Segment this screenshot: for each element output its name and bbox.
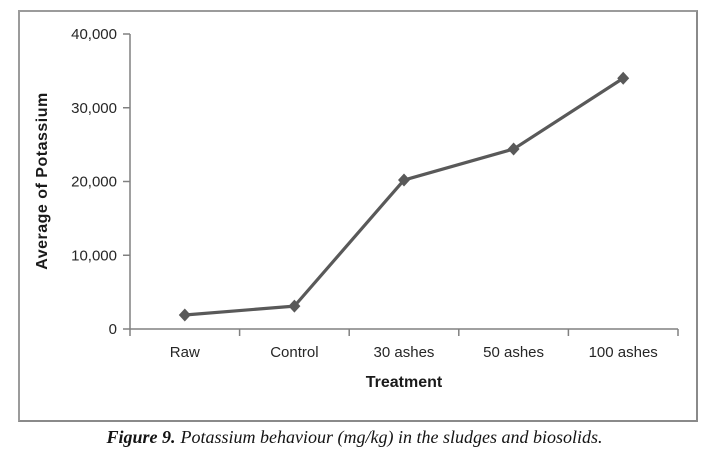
data-point-marker bbox=[178, 308, 191, 322]
x-category-label: 30 ashes bbox=[374, 344, 435, 361]
potassium-line-chart: 0 10,000 20,000 30,000 40,000 Raw Control 30 as… bbox=[71, 26, 679, 361]
data-line bbox=[184, 76, 625, 317]
data-point-marker bbox=[398, 173, 410, 187]
x-category-label: 100 ashes bbox=[589, 344, 658, 361]
figure-caption-text: Potassium behaviour (mg/kg) in the sludg… bbox=[180, 427, 603, 447]
figure-caption: Figure 9. Potassium behaviour (mg/kg) in … bbox=[0, 427, 709, 448]
data-point-marker bbox=[288, 299, 301, 313]
y-tick-label: 30,000 bbox=[71, 100, 117, 117]
chart-frame: 0 10,000 20,000 30,000 40,000 Raw Control 30 as… bbox=[18, 10, 698, 422]
data-point-marker bbox=[507, 142, 520, 156]
figure-caption-label: Figure 9. bbox=[106, 427, 176, 447]
y-tick-label: 20,000 bbox=[71, 174, 117, 191]
y-tick-label: 0 bbox=[109, 321, 117, 338]
x-axis-title: Treatment bbox=[365, 374, 443, 391]
y-tick-label: 10,000 bbox=[71, 247, 117, 264]
data-point-marker bbox=[617, 71, 630, 85]
y-axis-title: Average of Potassium bbox=[34, 92, 51, 270]
y-tick-label: 40,000 bbox=[71, 26, 117, 43]
x-category-label: Raw bbox=[170, 344, 200, 361]
x-category-label: Control bbox=[270, 344, 318, 361]
x-category-label: 50 ashes bbox=[483, 344, 544, 361]
